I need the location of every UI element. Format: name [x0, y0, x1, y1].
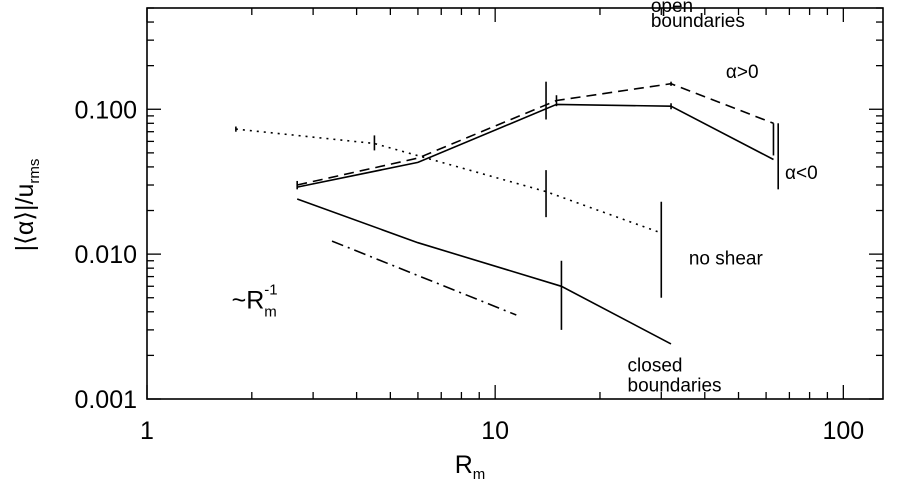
y-tick-label: 0.100: [74, 96, 137, 124]
annotation-label: closed: [628, 355, 683, 376]
series-group: [235, 82, 774, 345]
series-line-3: [235, 128, 662, 234]
x-tick-label: 1: [140, 417, 154, 445]
x-tick-label: 100: [822, 417, 864, 445]
annotation-label: boundaries: [651, 11, 745, 32]
annotation-label: α<0: [785, 163, 818, 184]
annotation-label: α>0: [726, 62, 759, 83]
tick-labels: 1 10 100 0.001 0.010 0.100: [74, 96, 864, 445]
y-tick-label: 0.010: [74, 241, 137, 269]
series-line-2: [297, 103, 774, 188]
series-line-4: [296, 198, 672, 345]
rm-scaling-label: ~R-1 m: [232, 282, 278, 321]
series-line-5: [331, 240, 517, 316]
error-bars: [235, 81, 779, 330]
x-axis-label: Rm: [455, 451, 486, 483]
annotation-label: no shear: [689, 248, 764, 269]
annotation-label: boundaries: [628, 375, 722, 396]
plot-frame: [146, 7, 884, 400]
x-tick-label: 10: [481, 417, 509, 445]
y-axis-label: |⟨α⟩|/urms: [11, 159, 43, 252]
axis-ticks: [146, 7, 883, 400]
annotation-label: open: [651, 0, 693, 17]
y-tick-label: 0.001: [74, 386, 137, 414]
series-line-1: [297, 82, 774, 186]
